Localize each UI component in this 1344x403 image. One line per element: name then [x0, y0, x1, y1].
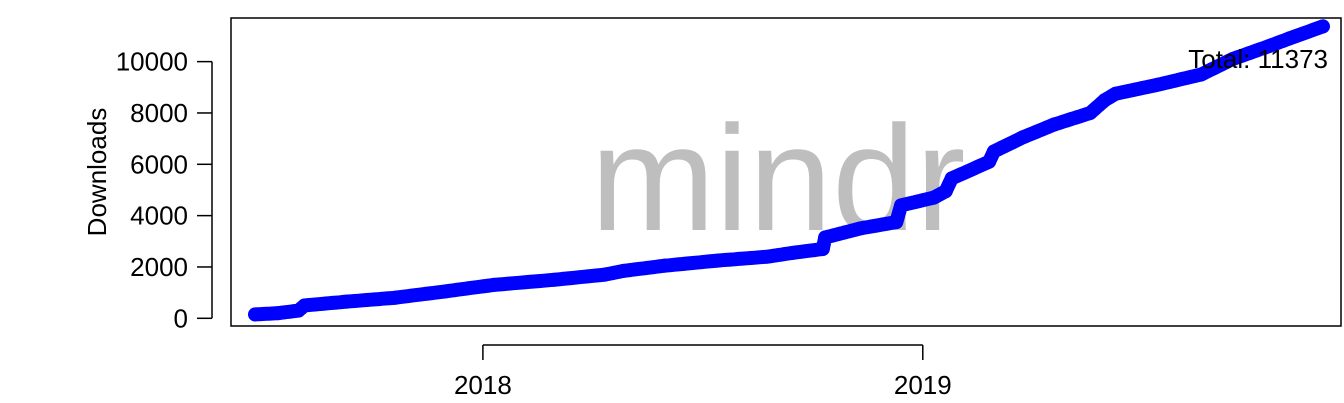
data-point	[597, 267, 612, 282]
total-annotation: Total: 11373	[1188, 44, 1328, 74]
data-point	[1282, 31, 1297, 46]
data-point	[1194, 67, 1209, 82]
data-point	[438, 284, 453, 299]
data-point	[616, 263, 631, 278]
data-point	[486, 277, 501, 292]
data-point	[1108, 86, 1123, 101]
y-tick-label: 0	[174, 303, 188, 333]
data-point	[944, 171, 959, 186]
plot-border	[230, 17, 1342, 327]
y-tick-label: 10000	[116, 47, 188, 77]
x-tick-label: 2019	[894, 370, 952, 400]
data-point	[818, 230, 833, 245]
data-point	[1015, 130, 1030, 145]
data-point	[785, 245, 800, 260]
data-point	[1097, 93, 1112, 108]
data-point	[815, 242, 830, 256]
data-point	[889, 215, 904, 230]
x-tick-label: 2018	[454, 370, 512, 400]
y-tick-label: 2000	[130, 252, 188, 282]
data-point	[387, 290, 402, 305]
data-point	[986, 144, 1001, 159]
data-point	[1225, 52, 1240, 67]
data-point	[657, 258, 672, 273]
y-tick-label: 4000	[130, 201, 188, 231]
data-point	[853, 221, 868, 236]
data-point	[546, 272, 561, 287]
package-watermark: mindr	[590, 94, 965, 262]
data-point	[248, 307, 263, 322]
y-axis-title: Downloads	[82, 108, 112, 237]
data-point	[760, 249, 775, 264]
y-tick-label: 6000	[130, 149, 188, 179]
series-layer	[248, 19, 1330, 322]
data-point	[1083, 105, 1098, 120]
data-point	[297, 298, 312, 313]
data-point	[894, 198, 909, 213]
data-point	[710, 253, 725, 268]
data-point	[1150, 77, 1165, 92]
series-line-0	[248, 19, 1330, 322]
x-axis: 2018 2019	[454, 344, 952, 400]
data-point	[938, 184, 953, 199]
data-point	[1315, 19, 1330, 34]
data-point	[339, 294, 354, 309]
data-point	[926, 190, 941, 205]
y-axis: 0 2000 4000 6000 8000 10000	[116, 47, 213, 333]
y-tick-label: 8000	[130, 98, 188, 128]
data-point	[271, 306, 286, 321]
data-point	[1047, 117, 1062, 132]
data-point	[1261, 39, 1276, 54]
